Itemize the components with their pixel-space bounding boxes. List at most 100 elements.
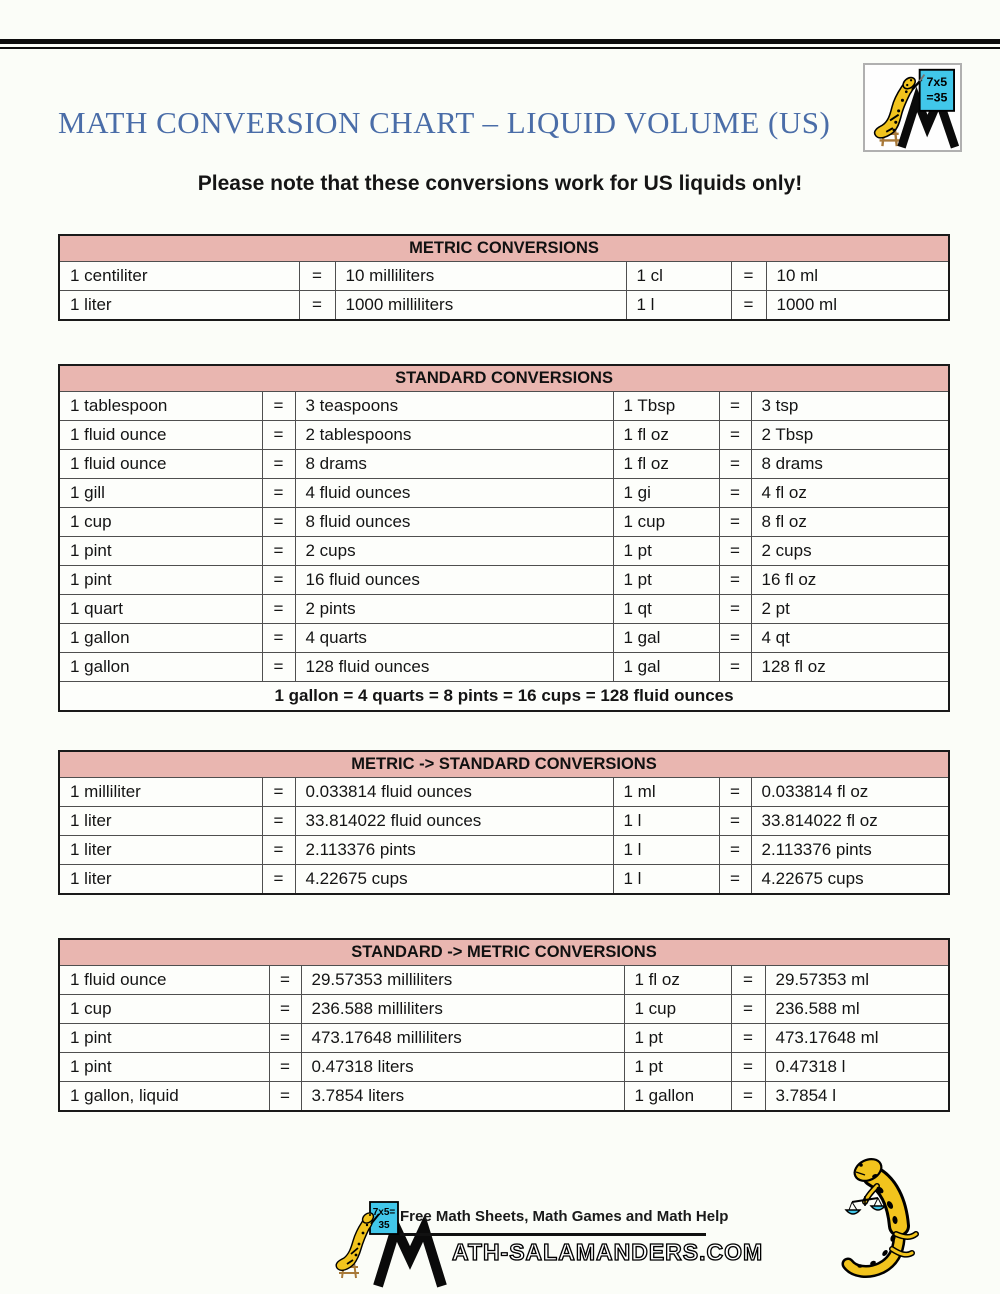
- table-cell: 33.814022 fl oz: [750, 806, 950, 836]
- table-cell: =: [730, 1052, 766, 1082]
- table-row: 1 centiliter = 10 milliliters 1 cl = 10 ml: [58, 261, 950, 291]
- footer-tagline: Free Math Sheets, Math Games and Math He…: [400, 1208, 729, 1225]
- table-cell: =: [718, 623, 752, 653]
- table-cell: 1 gallon: [623, 1081, 732, 1112]
- table-cell: =: [268, 1023, 302, 1053]
- table-cell: 1 gill: [58, 478, 263, 508]
- table-cell: 4 fluid ounces: [294, 478, 614, 508]
- table-cell: 1 cup: [623, 994, 732, 1024]
- table-cell: 1 liter: [58, 290, 300, 321]
- table-row: 1 gill = 4 fluid ounces 1 gi = 4 fl oz: [58, 478, 950, 508]
- table-row: 1 pint = 0.47318 liters 1 pt = 0.47318 l: [58, 1052, 950, 1082]
- table-cell: 2 pt: [750, 594, 950, 624]
- table-cell: 1 fl oz: [612, 420, 720, 450]
- table-cell: 1 gallon: [58, 652, 263, 682]
- table-cell: =: [730, 1081, 766, 1112]
- table-cell: 8 drams: [294, 449, 614, 479]
- table-cell: =: [261, 623, 296, 653]
- table-cell: 1 l: [612, 806, 720, 836]
- table-cell: =: [718, 652, 752, 682]
- table-cell: 1 gi: [612, 478, 720, 508]
- table-cell: 2.113376 pints: [750, 835, 950, 865]
- table-cell: 1 pt: [612, 565, 720, 595]
- table-cell: =: [730, 965, 766, 995]
- balance-scales-icon: [844, 1196, 887, 1215]
- table-row: 1 cup = 236.588 milliliters 1 cup = 236.588 m…: [58, 994, 950, 1024]
- table-cell: 1000 ml: [765, 290, 950, 321]
- table-cell: 1 liter: [58, 835, 263, 865]
- table-cell: =: [718, 449, 752, 479]
- table-cell: =: [261, 806, 296, 836]
- table-row: 1 liter = 2.113376 pints 1 l = 2.113376 pints: [58, 835, 950, 865]
- math-salamanders-logo-box: 7x5 =35: [863, 63, 962, 152]
- table-row: 1 gallon, liquid = 3.7854 liters 1 gallon = 3…: [58, 1081, 950, 1112]
- table-cell: =: [261, 478, 296, 508]
- table-cell: =: [718, 594, 752, 624]
- table-cell: 8 drams: [750, 449, 950, 479]
- table-cell: =: [718, 420, 752, 450]
- table-cell: 2 cups: [750, 536, 950, 566]
- table-row: 1 gallon = 128 fluid ounces 1 gal = 128 fl oz: [58, 652, 950, 682]
- table-cell: 1 l: [612, 864, 720, 895]
- table-cell: 1 gal: [612, 623, 720, 653]
- table-cell: =: [718, 864, 752, 895]
- table-row: 1 pint = 2 cups 1 pt = 2 cups: [58, 536, 950, 566]
- table-row: 1 pint = 473.17648 milliliters 1 pt = 473.176…: [58, 1023, 950, 1053]
- board-text-line1: 7x5: [927, 75, 948, 89]
- table-cell: 1 l: [612, 835, 720, 865]
- table-cell: =: [261, 565, 296, 595]
- table-cell: =: [261, 777, 296, 807]
- table-cell: =: [268, 1081, 302, 1112]
- table-cell: 0.033814 fl oz: [750, 777, 950, 807]
- table-cell: =: [718, 536, 752, 566]
- table-cell: 33.814022 fluid ounces: [294, 806, 614, 836]
- footer-rule: [400, 1233, 706, 1236]
- table-cell: 1 pint: [58, 565, 263, 595]
- table-row: 1 liter = 33.814022 fluid ounces 1 l = 33.814…: [58, 806, 950, 836]
- table-row: 1 milliliter = 0.033814 fluid ounces 1 ml = 0…: [58, 777, 950, 807]
- table-header-metric: METRIC CONVERSIONS: [58, 234, 950, 262]
- table-cell: 16 fluid ounces: [294, 565, 614, 595]
- board-text-line2: 35: [378, 1220, 390, 1231]
- footer-site-text: ATH-SALAMANDERS.COM: [451, 1238, 764, 1265]
- table-cell: 4 fl oz: [750, 478, 950, 508]
- table-cell: 10 milliliters: [334, 261, 627, 291]
- table-cell: =: [298, 290, 336, 321]
- table-cell: 473.17648 milliliters: [300, 1023, 625, 1053]
- table-cell: 1 l: [625, 290, 732, 321]
- table-cell: =: [261, 507, 296, 537]
- table-cell: 1 ml: [612, 777, 720, 807]
- table-cell: 1 pt: [623, 1052, 732, 1082]
- table-cell: 1 cup: [612, 507, 720, 537]
- table-cell: 3.7854 l: [764, 1081, 950, 1112]
- table-cell: =: [718, 507, 752, 537]
- table-cell: 2 tablespoons: [294, 420, 614, 450]
- table-cell: 1 tablespoon: [58, 391, 263, 421]
- table-cell: 4 qt: [750, 623, 950, 653]
- footer-salamander-easel-icon: 7x5= 35: [335, 1201, 447, 1288]
- table-header-standard: STANDARD CONVERSIONS: [58, 364, 950, 392]
- table-cell: =: [261, 536, 296, 566]
- gallon-summary: 1 gallon = 4 quarts = 8 pints = 16 cups …: [58, 681, 950, 712]
- table-cell: 1 Tbsp: [612, 391, 720, 421]
- table-cell: =: [730, 290, 767, 321]
- table-cell: 1 quart: [58, 594, 263, 624]
- table-cell: =: [268, 1052, 302, 1082]
- table-cell: 3 tsp: [750, 391, 950, 421]
- top-rule-thick: [0, 39, 1000, 44]
- table-cell: =: [268, 965, 302, 995]
- table-cell: 2 pints: [294, 594, 614, 624]
- table-cell: 128 fluid ounces: [294, 652, 614, 682]
- table-cell: 1 fluid ounce: [58, 449, 263, 479]
- salamander-scales-icon: [841, 1158, 919, 1278]
- table-cell: 1 fluid ounce: [58, 420, 263, 450]
- table-cell: 128 fl oz: [750, 652, 950, 682]
- easel-m-icon: [373, 1214, 447, 1288]
- table-cell: 4.22675 cups: [294, 864, 614, 895]
- table-cell: 1 cup: [58, 994, 270, 1024]
- metric-to-standard-table: METRIC -> STANDARD CONVERSIONS 1 millili…: [58, 750, 951, 895]
- chalkboard-icon: [918, 68, 955, 112]
- table-cell: =: [261, 835, 296, 865]
- table-cell: =: [298, 261, 336, 291]
